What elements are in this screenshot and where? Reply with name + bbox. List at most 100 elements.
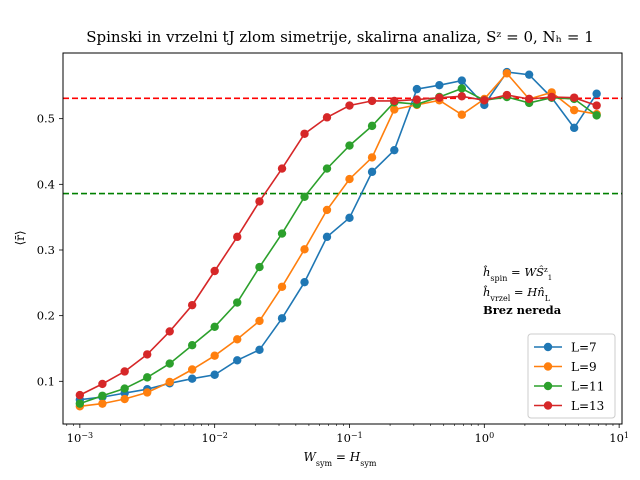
- x-tick-label: 10−2: [201, 431, 227, 446]
- data-point: [412, 84, 422, 94]
- x-tick-label: 10−1: [336, 431, 362, 446]
- data-point: [502, 69, 512, 78]
- data-point: [457, 92, 467, 101]
- legend-label: L=9: [571, 360, 597, 374]
- data-point: [300, 277, 309, 287]
- data-point: [569, 123, 579, 133]
- data-point: [210, 370, 219, 379]
- data-point: [277, 229, 287, 238]
- data-point: [75, 390, 85, 400]
- data-point: [412, 95, 422, 104]
- x-tick-label: 100: [474, 431, 494, 446]
- data-point: [255, 262, 264, 272]
- data-point: [569, 105, 579, 115]
- data-point: [143, 373, 152, 382]
- x-tick-label: 10−3: [67, 431, 93, 446]
- data-point: [322, 164, 332, 173]
- data-point: [367, 153, 377, 162]
- legend-label: L=13: [571, 399, 604, 413]
- data-point: [233, 232, 242, 242]
- data-point: [390, 145, 399, 155]
- data-point: [390, 105, 399, 114]
- legend: L=7 L=9 L=11 L=13: [527, 333, 616, 419]
- data-point: [502, 90, 512, 100]
- data-point: [524, 70, 534, 79]
- data-point: [187, 341, 197, 350]
- data-point: [187, 365, 197, 374]
- plot-frame: [62, 52, 623, 425]
- legend-label: L=11: [571, 380, 604, 394]
- y-tick-label: 0.1: [37, 374, 55, 388]
- data-point: [187, 374, 197, 383]
- data-point: [435, 93, 444, 102]
- data-point: [345, 141, 354, 150]
- data-point: [165, 327, 174, 336]
- data-point: [255, 316, 264, 326]
- data-point: [322, 113, 332, 122]
- data-point: [300, 192, 309, 202]
- legend-marker: [543, 381, 553, 391]
- legend-marker: [543, 362, 553, 371]
- reference-lines: [63, 97, 622, 195]
- data-point: [367, 121, 377, 131]
- legend-box: [527, 333, 616, 419]
- y-tick-label: 0.5: [37, 112, 55, 126]
- annotation-brez-nereda: Brez nereda: [483, 303, 562, 317]
- data-point: [120, 367, 129, 376]
- legend-label: L=7: [571, 341, 597, 355]
- data-point: [345, 101, 354, 110]
- data-point: [98, 399, 107, 408]
- y-tick-label: 0.4: [37, 177, 55, 191]
- x-axis-label: Wsym = Hsym: [304, 450, 377, 468]
- data-point: [210, 351, 219, 360]
- data-point: [457, 76, 467, 85]
- data-point: [367, 96, 377, 106]
- data-point: [435, 80, 444, 90]
- series-line-L=7: [79, 71, 598, 401]
- data-point: [233, 356, 242, 365]
- data-point: [277, 314, 287, 323]
- data-point: [120, 394, 129, 404]
- data-point: [547, 92, 556, 102]
- data-point: [390, 96, 399, 106]
- data-point: [210, 266, 219, 276]
- series-group: [75, 67, 601, 411]
- data-point: [592, 111, 601, 120]
- data-point: [277, 282, 287, 291]
- y-axis: 0.1 0.2 0.3 0.4 0.5: [37, 112, 63, 388]
- annotation-h-spin: ĥspin = WŜz1: [483, 265, 552, 283]
- data-point: [143, 350, 152, 359]
- data-point: [322, 205, 332, 215]
- data-point: [255, 197, 264, 206]
- data-point: [233, 335, 242, 344]
- data-point: [277, 164, 287, 173]
- x-tick-label: 101: [609, 431, 629, 446]
- data-point: [300, 245, 309, 254]
- data-point: [143, 388, 152, 397]
- data-point: [457, 84, 467, 93]
- series-line-L=9: [79, 72, 597, 408]
- chart-title: Spinski in vrzelni tJ zlom simetrije, sk…: [86, 28, 594, 46]
- data-point: [233, 298, 242, 307]
- data-point: [165, 377, 174, 387]
- x-axis: 10−3 10−2 10−1 100 101: [66, 424, 629, 446]
- y-tick-label: 0.3: [37, 243, 55, 257]
- legend-marker: [543, 342, 553, 352]
- data-point: [98, 379, 107, 389]
- y-tick-label: 0.2: [37, 309, 55, 323]
- data-point: [98, 391, 107, 400]
- data-point: [187, 300, 197, 310]
- series-line-L=13: [79, 94, 597, 396]
- data-point: [165, 359, 174, 368]
- data-point: [524, 94, 534, 104]
- data-point: [592, 89, 601, 98]
- data-point: [300, 129, 309, 138]
- data-point: [255, 345, 264, 354]
- data-point: [480, 96, 489, 105]
- data-point: [210, 322, 219, 332]
- data-point: [345, 213, 354, 223]
- data-point: [592, 101, 601, 110]
- y-axis-label: ⟨r̄⟩: [13, 230, 27, 245]
